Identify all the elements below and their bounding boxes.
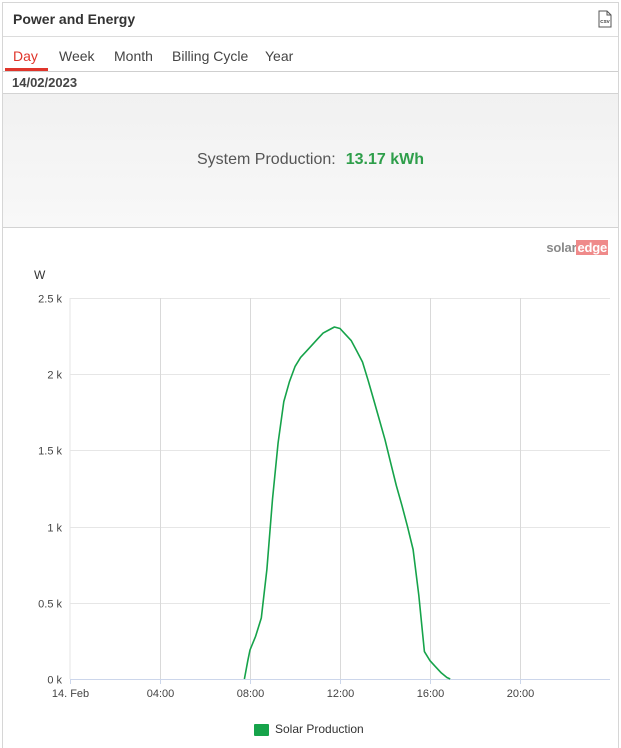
x-tick-label: 12:00 (327, 688, 355, 700)
chart-grid (69, 298, 610, 684)
tab-month[interactable]: Month (114, 48, 153, 64)
tab-year[interactable]: Year (265, 48, 294, 64)
x-tick-label: 16:00 (417, 688, 445, 700)
y-axis-label: W (34, 268, 46, 282)
production-summary: System Production: 13.17 kWh (3, 93, 618, 228)
x-tick-label: 04:00 (147, 688, 175, 700)
legend-swatch (254, 724, 269, 736)
date-bar: 14/02/2023 (3, 72, 618, 93)
y-axis-ticks: 0 k 0.5 k 1 k 1.5 k 2 k 2.5 k (38, 294, 62, 687)
y-tick-label: 0.5 k (38, 599, 62, 611)
logo-solar: solar (546, 240, 577, 255)
x-tick-label: 08:00 (237, 688, 265, 700)
active-tab-indicator (5, 68, 48, 71)
solaredge-logo: solaredge (546, 240, 608, 255)
series-line-solar-production (243, 326, 451, 680)
y-tick-label: 2 k (47, 370, 62, 382)
x-axis-ticks: 14. Feb 04:00 08:00 12:00 16:00 20:00 (52, 688, 534, 700)
selected-date[interactable]: 14/02/2023 (12, 75, 78, 90)
series-lines (243, 326, 451, 680)
tab-day[interactable]: Day (13, 48, 38, 64)
x-tick-label: 14. Feb (52, 688, 89, 700)
widget-header: Power and Energy CSV (3, 3, 618, 37)
csv-file-icon[interactable]: CSV (598, 10, 612, 28)
tab-billing-cycle[interactable]: Billing Cycle (172, 48, 249, 64)
y-tick-label: 2.5 k (38, 294, 62, 306)
period-tabs: Day Week Month Billing Cycle Year (3, 37, 618, 72)
y-tick-label: 0 k (47, 675, 62, 687)
legend-label-solar-production: Solar Production (275, 722, 364, 736)
y-tick-label: 1 k (47, 523, 62, 535)
system-production-value: 13.17 kWh (345, 151, 424, 168)
logo-edge: edge (576, 240, 608, 255)
summary-line: System Production: 13.17 kWh (3, 151, 618, 169)
widget-title: Power and Energy (13, 11, 136, 27)
csv-icon-text: CSV (600, 19, 610, 24)
system-production-label: System Production: (197, 151, 336, 168)
tab-week[interactable]: Week (59, 48, 95, 64)
y-tick-label: 1.5 k (38, 446, 62, 458)
x-tick-label: 20:00 (507, 688, 535, 700)
